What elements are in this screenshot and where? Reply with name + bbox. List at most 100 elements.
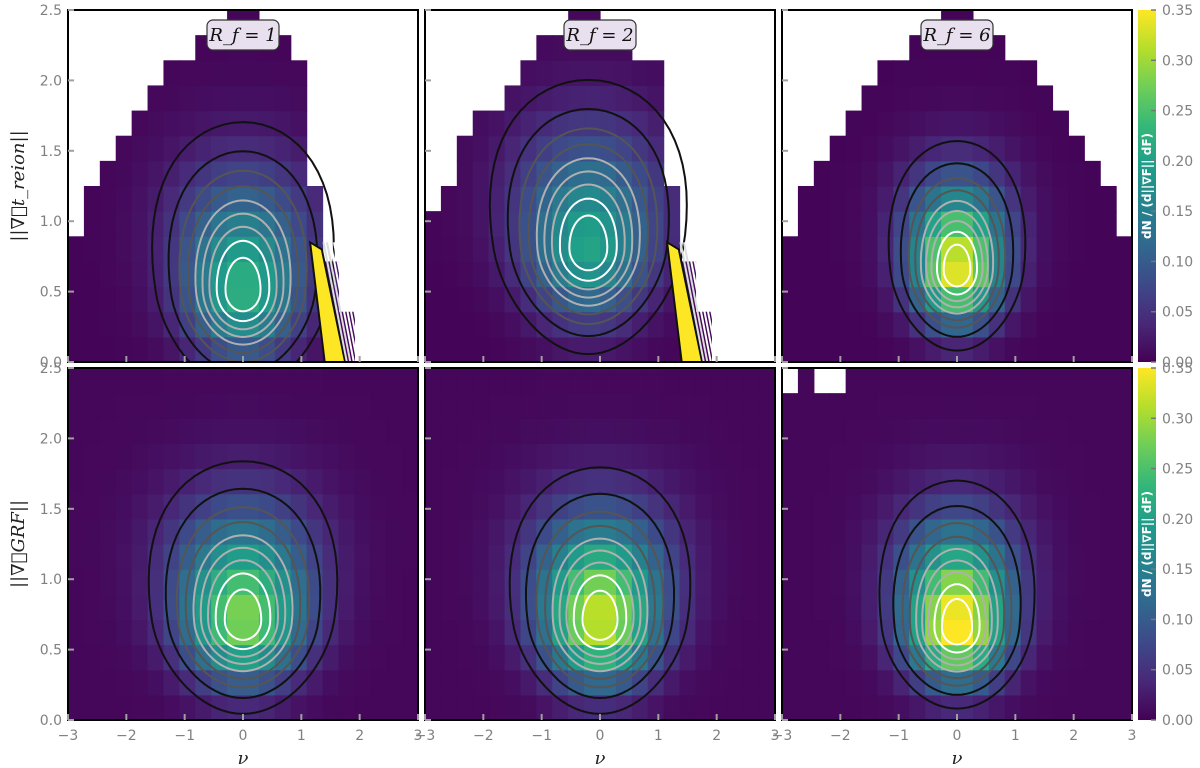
heatmap-cell — [68, 311, 85, 338]
contour-line — [506, 107, 670, 338]
heatmap-cell — [536, 443, 553, 470]
heatmap-cell — [861, 569, 879, 595]
heatmap-cell — [440, 619, 458, 646]
heatmap-cell — [695, 694, 712, 720]
y-tick-label: 2.0 — [40, 431, 62, 447]
heatmap-cell — [1068, 311, 1085, 338]
heatmap-cell — [877, 236, 894, 263]
heatmap-cell — [1052, 286, 1069, 313]
heatmap-cell — [163, 518, 180, 545]
heatmap-cell — [386, 569, 403, 595]
heatmap-cell — [354, 694, 371, 720]
heatmap-cell — [1068, 286, 1085, 313]
heatmap-cell — [1068, 694, 1085, 720]
heatmap-cell — [743, 518, 760, 545]
heatmap-cell — [615, 60, 633, 87]
heatmap-cell — [711, 669, 728, 696]
heatmap-cell — [147, 669, 165, 696]
heatmap-cell — [782, 518, 799, 545]
heatmap-cell — [861, 443, 879, 470]
x-tick-label: −3 — [58, 728, 79, 744]
heatmap-cell — [1084, 261, 1101, 288]
heatmap-cell — [338, 594, 355, 621]
heatmap-cell — [813, 236, 831, 263]
heatmap-cell — [243, 236, 260, 263]
heatmap-cell — [456, 236, 474, 263]
heatmap-cell — [647, 644, 665, 671]
heatmap-cell — [782, 311, 799, 338]
heatmap-cell — [743, 544, 760, 570]
heatmap-cell — [115, 236, 133, 263]
heatmap-cell — [472, 393, 490, 419]
heatmap-cell — [163, 160, 180, 187]
heatmap-cell — [829, 694, 847, 720]
y-axis-label: ||∇⃗t_reion|| — [8, 130, 29, 241]
heatmap-cell — [456, 443, 474, 470]
heatmap-cell — [584, 418, 601, 445]
heatmap-cell — [1004, 311, 1022, 338]
x-tick-label: 2 — [712, 728, 721, 744]
heatmap-cell — [1036, 694, 1054, 720]
heatmap-cell — [504, 186, 522, 212]
colorbar — [1138, 10, 1156, 362]
heatmap-cell — [456, 286, 474, 313]
heatmap-cell — [227, 261, 244, 288]
heatmap-cell — [1116, 569, 1132, 595]
heatmap-cell — [797, 468, 815, 495]
heatmap-cell — [861, 135, 879, 162]
heatmap-cell — [99, 160, 117, 187]
heatmap-cell — [1068, 393, 1085, 419]
heatmap-cell — [957, 60, 974, 87]
heatmap-cell — [941, 443, 958, 470]
heatmap-cell — [797, 418, 815, 445]
heatmap-cell — [147, 160, 165, 187]
heatmap-cell — [131, 261, 149, 288]
colorbar — [1138, 368, 1156, 720]
heatmap-cell — [695, 619, 712, 646]
colorbar-tick-label: 0.30 — [1162, 53, 1193, 69]
heatmap-cell — [972, 135, 990, 162]
heatmap-cell — [1068, 186, 1085, 212]
heatmap-cell — [472, 110, 490, 137]
heatmap-cell — [615, 160, 633, 187]
colorbar-tick-label: 0.00 — [1162, 355, 1193, 371]
panel-r2-c3 — [781, 367, 1133, 721]
heatmap-cell — [338, 669, 355, 696]
heatmap-cell — [1116, 443, 1132, 470]
heatmap-cell — [1052, 418, 1069, 445]
heatmap-cell — [370, 694, 387, 720]
heatmap-cell — [195, 368, 212, 394]
heatmap-cell — [861, 85, 879, 112]
heatmap-cell — [711, 493, 728, 520]
heatmap-cell — [711, 644, 728, 671]
heatmap-cell — [893, 160, 910, 187]
heatmap-cell — [195, 418, 212, 445]
heatmap-cell — [258, 60, 276, 87]
heatmap-cell — [941, 393, 958, 419]
heatmap-cell — [488, 261, 506, 288]
heatmap-cell — [925, 368, 942, 394]
heatmap-cell — [290, 85, 308, 112]
heatmap-cell — [584, 669, 601, 696]
heatmap-cell — [568, 443, 585, 470]
heatmap-cell — [988, 368, 1006, 394]
heatmap-cell — [988, 518, 1006, 545]
heatmap-cell — [727, 619, 744, 646]
heatmap-cell — [488, 186, 506, 212]
heatmap-cell — [1052, 311, 1069, 338]
heatmap-cell — [488, 286, 506, 313]
heatmap-cell — [472, 418, 490, 445]
heatmap-cell — [456, 393, 474, 419]
heatmap-cell — [941, 135, 958, 162]
heatmap-cell — [354, 518, 371, 545]
heatmap-cell — [354, 393, 371, 419]
wedge-contour — [697, 242, 723, 362]
heatmap-cell — [211, 261, 228, 288]
heatmap-cell — [1116, 669, 1132, 696]
heatmap-cell — [520, 393, 537, 419]
heatmap-cell — [797, 619, 815, 646]
heatmap-cell — [425, 418, 442, 445]
heatmap-cell — [957, 110, 974, 137]
heatmap-cell — [631, 336, 649, 362]
heatmap-cell — [861, 186, 879, 212]
